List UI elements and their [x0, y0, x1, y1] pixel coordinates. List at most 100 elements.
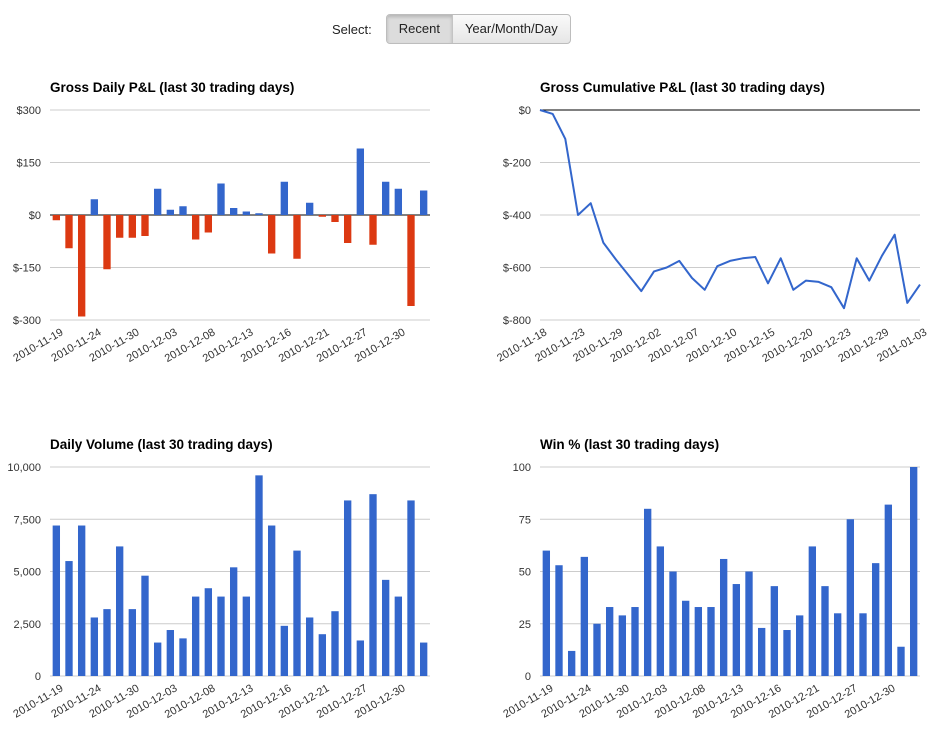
bar	[643, 508, 652, 676]
bar	[419, 642, 428, 676]
y-tick-label: $-600	[503, 263, 531, 275]
y-tick-label: $-200	[503, 158, 531, 170]
y-tick-label: $-150	[13, 263, 41, 275]
bar	[356, 640, 365, 676]
y-tick-label: 5,000	[13, 567, 41, 579]
bar	[115, 215, 124, 238]
bar	[394, 188, 403, 215]
bar	[166, 209, 175, 215]
win-percent-chart: Win % (last 30 trading days)100755025020…	[501, 437, 920, 721]
bar	[141, 215, 149, 236]
bar	[267, 215, 276, 254]
bar	[808, 546, 817, 676]
bar	[770, 586, 779, 676]
y-tick-label: $-800	[503, 315, 531, 327]
bar	[580, 556, 589, 676]
bar	[255, 213, 263, 215]
bar	[255, 475, 263, 676]
bar	[103, 215, 111, 270]
bar	[217, 183, 225, 215]
bar	[267, 525, 276, 676]
y-tick-label: 0	[525, 671, 531, 683]
y-tick-label: $0	[29, 210, 41, 222]
bar	[204, 588, 213, 676]
year-month-day-button[interactable]: Year/Month/Day	[451, 15, 570, 43]
bar	[179, 206, 187, 215]
bar	[280, 625, 289, 676]
bar	[305, 202, 314, 215]
bar	[369, 494, 377, 676]
bar	[618, 615, 627, 676]
bar	[90, 617, 99, 676]
bar	[191, 596, 200, 676]
chart-title: Win % (last 30 trading days)	[540, 437, 719, 452]
y-tick-label: $300	[17, 105, 41, 117]
bar	[77, 215, 86, 317]
y-tick-label: $150	[17, 158, 41, 170]
bar	[567, 650, 576, 676]
bar	[52, 215, 61, 221]
bar	[745, 571, 753, 676]
bar	[783, 630, 791, 676]
bar	[191, 215, 200, 240]
bar	[331, 215, 339, 222]
gross-cumulative-pnl-chart: Gross Cumulative P&L (last 30 trading da…	[495, 80, 929, 365]
bar	[103, 609, 111, 676]
view-selector: Select: Recent Year/Month/Day	[332, 14, 571, 44]
bar	[179, 638, 187, 676]
bar	[897, 646, 905, 676]
y-tick-label: 2,500	[13, 619, 41, 631]
y-tick-label: 25	[519, 619, 531, 631]
bar	[859, 613, 867, 676]
bar	[293, 550, 301, 676]
bar	[356, 148, 365, 215]
recent-button[interactable]: Recent	[386, 15, 452, 43]
bar	[343, 215, 352, 243]
y-tick-label: 50	[519, 567, 531, 579]
series-line	[539, 109, 921, 310]
bar	[542, 550, 551, 676]
bar	[305, 617, 314, 676]
select-label: Select:	[332, 21, 372, 37]
bar	[593, 623, 601, 676]
bar	[369, 215, 377, 245]
bar	[795, 615, 804, 676]
bar	[381, 579, 390, 676]
bar	[229, 208, 238, 215]
bar	[166, 630, 175, 676]
bar	[141, 575, 149, 676]
bar	[732, 584, 741, 676]
bar	[407, 215, 415, 306]
y-tick-label: 0	[35, 671, 41, 683]
daily-volume-chart: Daily Volume (last 30 trading days) 10,00…	[7, 437, 430, 721]
bar	[419, 190, 428, 215]
chart-title: Gross Cumulative P&L (last 30 trading da…	[540, 80, 825, 95]
bar	[331, 611, 339, 676]
bar	[318, 634, 327, 676]
bar	[229, 567, 238, 676]
bar	[204, 215, 213, 233]
bar	[605, 607, 614, 676]
bar	[217, 596, 225, 676]
bar	[153, 188, 162, 215]
bar	[242, 211, 251, 215]
bar	[77, 525, 86, 676]
y-tick-label: $0	[519, 105, 531, 117]
bar	[909, 467, 918, 676]
bar	[343, 500, 352, 676]
y-tick-label: 10,000	[7, 462, 41, 474]
y-tick-label: $-300	[13, 315, 41, 327]
bar	[631, 607, 639, 676]
bar	[153, 642, 162, 676]
bar	[318, 215, 327, 217]
bar	[115, 546, 124, 676]
bar	[669, 571, 677, 676]
bar	[846, 519, 855, 676]
chart-title: Gross Daily P&L (last 30 trading days)	[50, 80, 294, 95]
bar	[52, 525, 61, 676]
bar	[757, 627, 766, 676]
chart-title: Daily Volume (last 30 trading days)	[50, 437, 273, 452]
bar	[280, 181, 289, 215]
bar	[65, 215, 73, 249]
bar	[128, 609, 137, 676]
